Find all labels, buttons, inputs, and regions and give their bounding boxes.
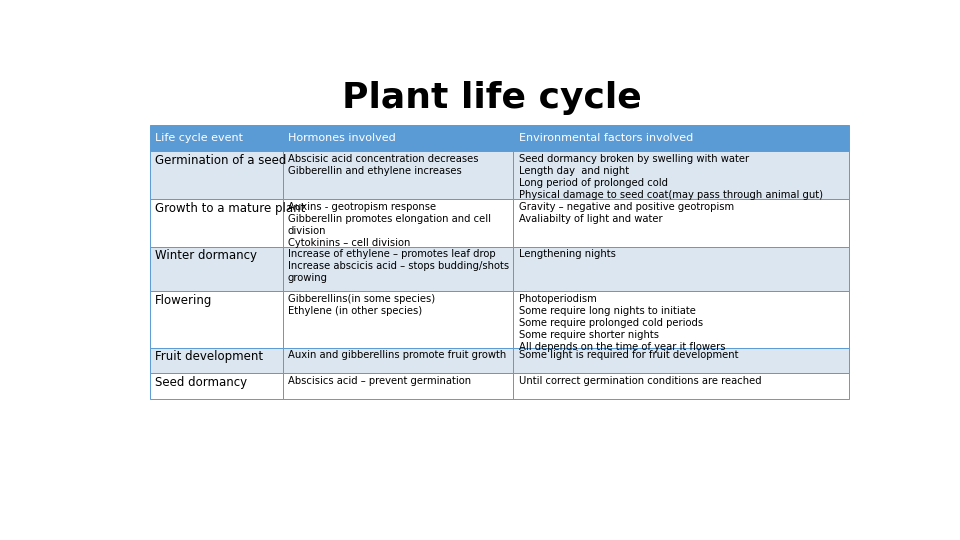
Text: Photoperiodism
Some require long nights to initiate
Some require prolonged cold : Photoperiodism Some require long nights … — [518, 294, 725, 352]
Text: Abscisic acid concentration decreases
Gibberellin and ethylene increases: Abscisic acid concentration decreases Gi… — [288, 154, 478, 176]
Text: Auxins - geotropism response
Gibberellin promotes elongation and cell
division
C: Auxins - geotropism response Gibberellin… — [288, 201, 491, 248]
Bar — [150, 373, 282, 399]
Text: Plant life cycle: Plant life cycle — [342, 81, 642, 115]
Bar — [514, 199, 849, 246]
Text: Auxin and gibberellins promote fruit growth: Auxin and gibberellins promote fruit gro… — [288, 350, 506, 361]
Bar — [150, 246, 282, 292]
Text: Environmental factors involved: Environmental factors involved — [518, 133, 693, 143]
Text: Life cycle event: Life cycle event — [155, 133, 243, 143]
Text: Abscisics acid – prevent germination: Abscisics acid – prevent germination — [288, 376, 471, 386]
Text: Gravity – negative and positive geotropism
Avaliabilty of light and water: Gravity – negative and positive geotropi… — [518, 201, 733, 224]
Bar — [514, 292, 849, 348]
Text: Gibberellins(in some species)
Ethylene (in other species): Gibberellins(in some species) Ethylene (… — [288, 294, 435, 316]
Bar — [282, 246, 514, 292]
Text: Seed dormancy: Seed dormancy — [155, 376, 247, 389]
Bar — [282, 292, 514, 348]
Bar — [514, 348, 849, 373]
Bar — [150, 151, 282, 199]
Bar — [150, 125, 282, 151]
Text: Germination of a seed: Germination of a seed — [155, 154, 286, 167]
Text: Hormones involved: Hormones involved — [288, 133, 396, 143]
Bar — [282, 151, 514, 199]
Bar — [282, 348, 514, 373]
Bar — [150, 292, 282, 348]
Text: Increase of ethylene – promotes leaf drop
Increase abscicis acid – stops budding: Increase of ethylene – promotes leaf dro… — [288, 249, 509, 284]
Text: Lengthening nights: Lengthening nights — [518, 249, 615, 259]
Bar — [282, 373, 514, 399]
Text: Growth to a mature plant: Growth to a mature plant — [155, 201, 305, 214]
Bar — [514, 125, 849, 151]
Text: Seed dormancy broken by swelling with water
Length day  and night
Long period of: Seed dormancy broken by swelling with wa… — [518, 154, 823, 200]
Bar — [150, 199, 282, 246]
Bar — [282, 199, 514, 246]
Bar — [514, 246, 849, 292]
Text: Until correct germination conditions are reached: Until correct germination conditions are… — [518, 376, 761, 386]
Text: Some light is required for fruit development: Some light is required for fruit develop… — [518, 350, 738, 361]
Text: Fruit development: Fruit development — [155, 350, 263, 363]
Bar — [282, 125, 514, 151]
Text: Flowering: Flowering — [155, 294, 212, 307]
Bar — [514, 373, 849, 399]
Text: Winter dormancy: Winter dormancy — [155, 249, 257, 262]
Bar — [514, 151, 849, 199]
Bar — [150, 348, 282, 373]
